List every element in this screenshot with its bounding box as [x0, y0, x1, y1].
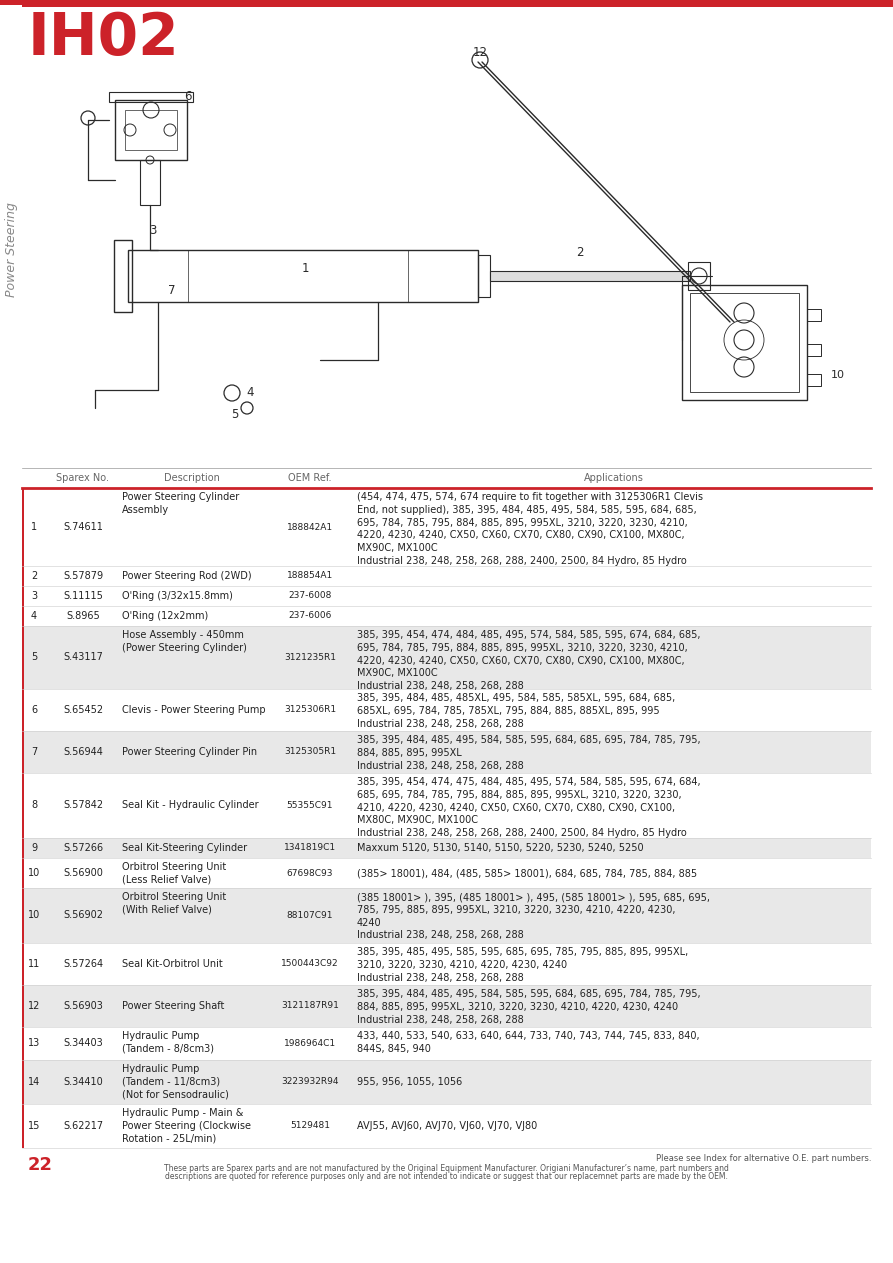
Text: 7: 7 [31, 746, 38, 757]
Bar [22, 566, 24, 586]
Bar [22, 1104, 871, 1148]
Text: 8: 8 [31, 801, 38, 811]
Bar [114, 240, 132, 312]
Bar [807, 309, 821, 321]
Text: Hydraulic Pump
(Tandem - 8/8cm3): Hydraulic Pump (Tandem - 8/8cm3) [122, 1031, 214, 1053]
Bar [22, 606, 24, 626]
Bar [22, 1027, 24, 1060]
Text: Maxxum 5120, 5130, 5140, 5150, 5220, 5230, 5240, 5250: Maxxum 5120, 5130, 5140, 5150, 5220, 523… [357, 842, 644, 853]
Bar [22, 469, 871, 488]
Text: Description: Description [164, 474, 220, 482]
Text: 5129481: 5129481 [290, 1122, 330, 1130]
Bar [22, 586, 24, 606]
Bar [22, 1060, 871, 1104]
Text: 385, 395, 454, 474, 475, 484, 485, 495, 574, 584, 585, 595, 674, 684,
685, 695, : 385, 395, 454, 474, 475, 484, 485, 495, … [357, 777, 701, 839]
Text: IH02: IH02 [28, 10, 179, 67]
Bar [22, 943, 24, 985]
Text: 22: 22 [28, 1156, 53, 1175]
Text: Power Steering Shaft: Power Steering Shaft [122, 1002, 224, 1010]
Text: 14: 14 [28, 1077, 40, 1087]
Text: 1: 1 [31, 522, 38, 532]
Text: 385, 395, 485, 495, 585, 595, 685, 695, 785, 795, 885, 895, 995XL,
3210, 3220, 3: 385, 395, 485, 495, 585, 595, 685, 695, … [357, 947, 689, 983]
Text: 2: 2 [31, 571, 38, 581]
Text: S.57842: S.57842 [63, 801, 103, 811]
Text: S.43117: S.43117 [63, 653, 103, 663]
Text: 9: 9 [31, 842, 38, 853]
Text: Sparex No.: Sparex No. [56, 474, 110, 482]
Text: Power Steering Rod (2WD): Power Steering Rod (2WD) [122, 571, 252, 581]
Text: S.56902: S.56902 [63, 911, 103, 921]
Text: Please see Index for alternative O.E. part numbers.: Please see Index for alternative O.E. pa… [655, 1154, 871, 1163]
Text: 3223932R94: 3223932R94 [281, 1077, 338, 1086]
Bar [22, 1104, 24, 1148]
Text: 3: 3 [149, 224, 156, 236]
Text: 237-6006: 237-6006 [288, 611, 331, 620]
Text: 188854A1: 188854A1 [287, 571, 333, 581]
Text: S.57266: S.57266 [63, 842, 103, 853]
Text: 3125305R1: 3125305R1 [284, 748, 336, 757]
Text: Orbitrol Steering Unit
(With Relief Valve): Orbitrol Steering Unit (With Relief Valv… [122, 892, 226, 914]
Text: S.62217: S.62217 [63, 1122, 103, 1130]
Bar [128, 250, 478, 302]
Text: 88107C91: 88107C91 [287, 911, 333, 919]
Text: S.56903: S.56903 [63, 1002, 103, 1010]
Bar [22, 488, 24, 566]
Text: 5: 5 [231, 408, 238, 422]
Bar [22, 1027, 871, 1060]
Text: 10: 10 [28, 868, 40, 878]
Text: 2: 2 [576, 245, 584, 259]
Bar [22, 626, 24, 690]
Bar [22, 888, 24, 943]
Text: 237-6008: 237-6008 [288, 591, 331, 600]
Text: Hydraulic Pump - Main &
Power Steering (Clockwise
Rotation - 25L/min): Hydraulic Pump - Main & Power Steering (… [122, 1108, 251, 1143]
Text: Power Steering Cylinder Pin: Power Steering Cylinder Pin [122, 746, 257, 757]
Text: These parts are Sparex parts and are not manufactured by the Original Equipment : These parts are Sparex parts and are not… [164, 1164, 729, 1173]
Bar [22, 858, 24, 888]
Bar [22, 626, 871, 690]
Bar [115, 100, 187, 160]
Text: Hose Assembly - 450mm
(Power Steering Cylinder): Hose Assembly - 450mm (Power Steering Cy… [122, 630, 246, 653]
Bar [22, 985, 24, 1027]
Text: 6: 6 [184, 90, 192, 102]
Text: Seal Kit-Orbitrol Unit: Seal Kit-Orbitrol Unit [122, 959, 222, 969]
Text: 4: 4 [246, 386, 254, 399]
Bar [109, 92, 193, 102]
Text: Clevis - Power Steering Pump: Clevis - Power Steering Pump [122, 705, 265, 715]
Text: 1341819C1: 1341819C1 [284, 844, 336, 853]
Bar [22, 837, 871, 858]
Bar [22, 773, 871, 837]
Bar [807, 344, 821, 356]
Text: (454, 474, 475, 574, 674 require to fit together with 3125306R1 Clevis
End, not : (454, 474, 475, 574, 674 require to fit … [357, 493, 703, 566]
Text: Hydraulic Pump
(Tandem - 11/8cm3)
(Not for Sensodraulic): Hydraulic Pump (Tandem - 11/8cm3) (Not f… [122, 1063, 229, 1100]
Text: 10: 10 [28, 911, 40, 921]
Text: O'Ring (3/32x15.8mm): O'Ring (3/32x15.8mm) [122, 591, 233, 601]
Text: Seal Kit-Steering Cylinder: Seal Kit-Steering Cylinder [122, 842, 247, 853]
Text: 6: 6 [31, 705, 38, 715]
Bar [478, 255, 490, 297]
Text: 1500443C92: 1500443C92 [281, 960, 338, 969]
Text: 1: 1 [301, 261, 309, 274]
Text: S.8965: S.8965 [66, 611, 100, 621]
Text: 12: 12 [28, 1002, 40, 1010]
Text: O'Ring (12x2mm): O'Ring (12x2mm) [122, 611, 208, 621]
Text: Power Steering Cylinder
Assembly: Power Steering Cylinder Assembly [122, 493, 239, 515]
Bar [807, 374, 821, 386]
Bar [22, 858, 871, 888]
Bar [22, 488, 871, 566]
Text: 3121187R91: 3121187R91 [281, 1002, 339, 1010]
Bar [125, 110, 177, 150]
Text: AVJ55, AVJ60, AVJ70, VJ60, VJ70, VJ80: AVJ55, AVJ60, AVJ70, VJ60, VJ70, VJ80 [357, 1122, 538, 1130]
Text: 385, 395, 484, 485, 485XL, 495, 584, 585, 585XL, 595, 684, 685,
685XL, 695, 784,: 385, 395, 484, 485, 485XL, 495, 584, 585… [357, 693, 675, 729]
Bar [22, 888, 871, 943]
Text: 3121235R1: 3121235R1 [284, 653, 336, 662]
Text: 4: 4 [31, 611, 38, 621]
Bar [22, 731, 24, 773]
Text: S.34403: S.34403 [63, 1038, 103, 1048]
Bar [22, 5, 893, 8]
Bar [690, 293, 799, 392]
Text: 15: 15 [28, 1122, 40, 1130]
Text: 1986964C1: 1986964C1 [284, 1039, 336, 1048]
Bar [22, 606, 871, 626]
Text: Seal Kit - Hydraulic Cylinder: Seal Kit - Hydraulic Cylinder [122, 801, 259, 811]
Text: S.56944: S.56944 [63, 746, 103, 757]
